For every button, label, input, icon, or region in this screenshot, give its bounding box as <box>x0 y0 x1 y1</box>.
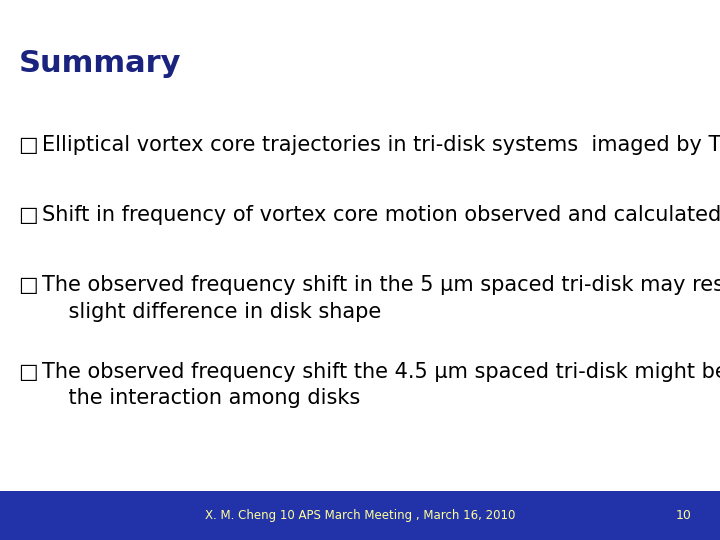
Text: X. M. Cheng 10 APS March Meeting , March 16, 2010: X. M. Cheng 10 APS March Meeting , March… <box>204 509 516 522</box>
Text: The observed frequency shift the 4.5 μm spaced tri-disk might be due to
    the : The observed frequency shift the 4.5 μm … <box>42 362 720 408</box>
Text: 10: 10 <box>675 509 691 522</box>
Text: Shift in frequency of vortex core motion observed and calculated: Shift in frequency of vortex core motion… <box>42 205 720 225</box>
Text: □: □ <box>19 205 38 225</box>
Text: The observed frequency shift in the 5 μm spaced tri-disk may result from
    sli: The observed frequency shift in the 5 μm… <box>42 275 720 322</box>
Text: Elliptical vortex core trajectories in tri-disk systems  imaged by TR-PEEM: Elliptical vortex core trajectories in t… <box>42 135 720 155</box>
Text: Summary: Summary <box>19 49 181 78</box>
Text: □: □ <box>19 362 38 382</box>
Text: □: □ <box>19 135 38 155</box>
Text: □: □ <box>19 275 38 295</box>
